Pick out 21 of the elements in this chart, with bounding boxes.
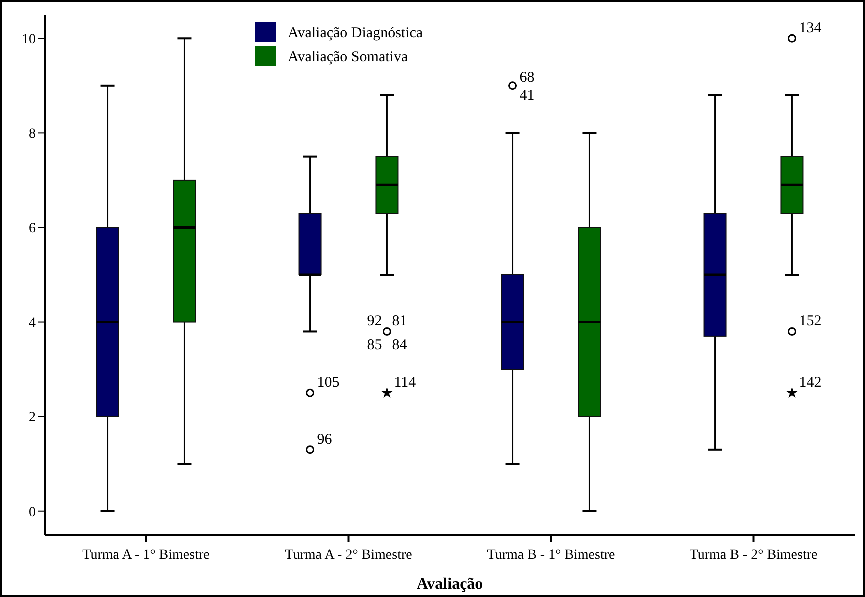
y-tick-label: 8 xyxy=(29,127,36,142)
annotation: 92 81 85 84 xyxy=(367,314,408,354)
x-tick-label: Turma A - 2° Bimestre xyxy=(285,548,412,563)
annotation: 134 xyxy=(799,20,822,37)
y-tick-label: 0 xyxy=(29,505,36,520)
annotation: 68 41 xyxy=(520,70,535,104)
y-tick-label: 2 xyxy=(29,410,36,426)
y-tick-label: 6 xyxy=(29,222,36,237)
annotation: 105 xyxy=(317,375,340,392)
x-tick-label: Turma B - 1° Bimestre xyxy=(487,548,616,563)
legend-label: Avaliação Somativa xyxy=(288,49,408,66)
x-tick-label: Turma B - 2° Bimestre xyxy=(690,548,818,563)
annotation: 114 xyxy=(394,375,417,392)
legend-label: Avaliação Diagnóstica xyxy=(288,25,424,42)
annotation: 142 xyxy=(799,375,822,392)
x-axis-title: Avaliação xyxy=(416,576,484,593)
y-tick-label: 4 xyxy=(29,316,36,332)
x-tick-label: Turma A - 1° Bimestre xyxy=(82,548,210,563)
y-tick-label: 10 xyxy=(22,32,36,48)
annotation: 152 xyxy=(799,314,822,330)
annotation: 96 xyxy=(317,432,333,448)
